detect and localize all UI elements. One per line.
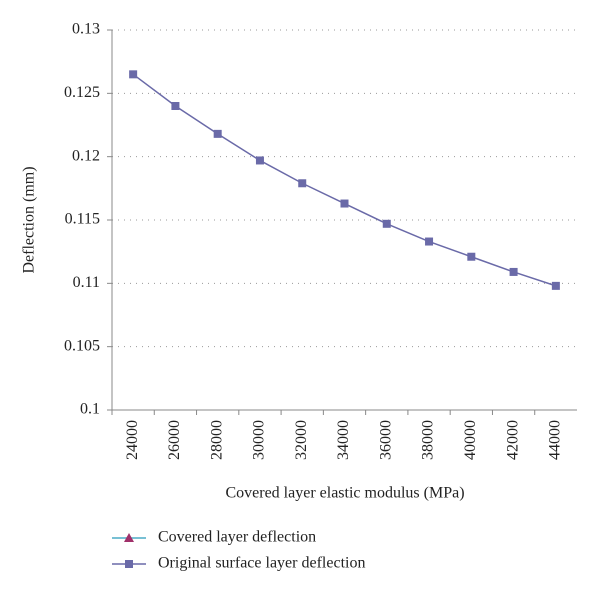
y-tick-label: 0.115	[65, 211, 100, 228]
y-tick-label: 0.12	[72, 147, 100, 164]
legend-label: Covered layer deflection	[158, 529, 316, 546]
x-axis-label: Covered layer elastic modulus (MPa)	[225, 485, 464, 502]
x-tick-label: 34000	[335, 420, 352, 460]
x-tick-label: 26000	[166, 420, 183, 460]
data-point	[298, 179, 307, 188]
data-point	[551, 281, 560, 290]
data-point	[255, 156, 264, 165]
legend-label: Original surface layer deflection	[158, 555, 365, 572]
x-tick-label: 42000	[504, 420, 521, 460]
data-point	[340, 199, 349, 208]
series-line	[132, 73, 557, 287]
data-point	[171, 102, 180, 110]
x-tick-label: 40000	[462, 420, 479, 460]
y-tick-label: 0.11	[73, 274, 100, 291]
data-point	[425, 237, 434, 246]
legend-marker	[124, 533, 134, 542]
y-tick-label: 0.125	[64, 84, 100, 101]
data-point	[509, 267, 518, 276]
x-tick-label: 24000	[124, 420, 141, 460]
data-point	[213, 129, 222, 138]
data-point	[467, 252, 476, 261]
y-tick-label: 0.105	[64, 337, 100, 354]
legend-marker	[125, 560, 133, 568]
x-tick-label: 44000	[547, 420, 564, 460]
y-axis-label: Deflection (mm)	[21, 166, 38, 273]
x-tick-label: 28000	[208, 420, 225, 460]
x-tick-label: 30000	[251, 420, 268, 460]
y-tick-label: 0.1	[80, 401, 100, 418]
data-point	[129, 70, 138, 79]
y-tick-label: 0.13	[72, 21, 100, 38]
data-point	[382, 219, 391, 228]
x-tick-label: 38000	[420, 420, 437, 460]
x-tick-label: 32000	[293, 420, 310, 460]
x-tick-label: 36000	[377, 420, 394, 460]
